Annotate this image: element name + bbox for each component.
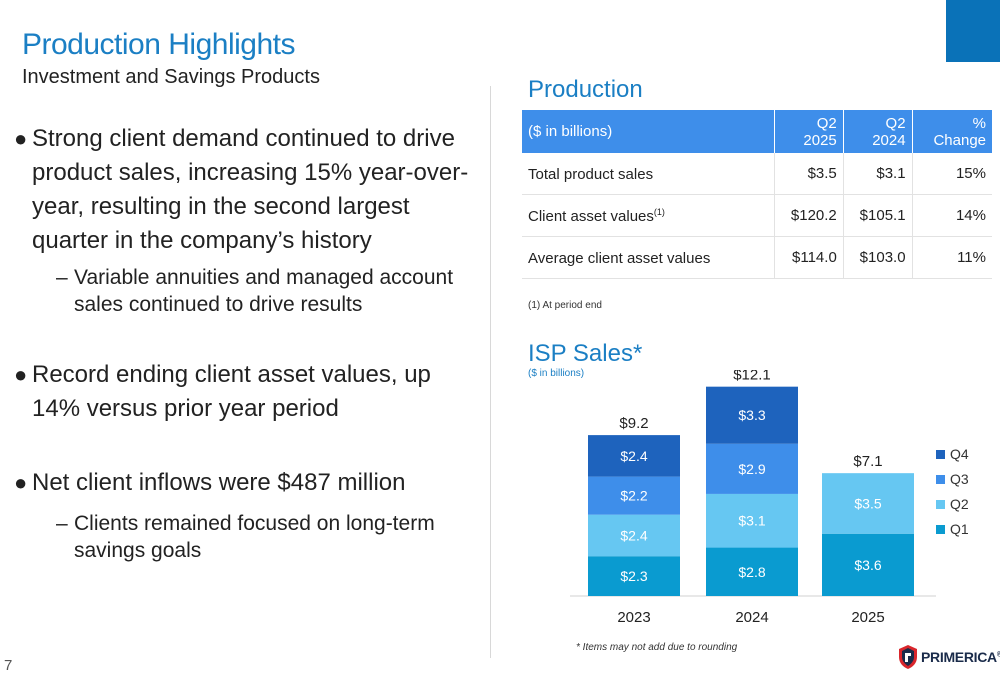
data-label: $3.6 [854,557,881,573]
cell-q2-2024: $105.1 [843,194,913,237]
cell-change: 15% [912,153,992,195]
bar-segment [706,386,798,444]
legend-swatch [936,500,945,509]
bar-segment [706,493,798,548]
sub-bullet-text: Clients remained focused on long-term sa… [74,512,435,562]
page-title: Production Highlights [22,28,296,61]
chart-note: * Items may not add due to rounding [576,642,738,653]
x-tick-label: 2025 [851,609,884,626]
isp-sales-chart: $2.3 $2.4 $2.2 $2.4 $9.2 2023 $2.8 $3.1 $2.9 $3.3… [570,370,969,626]
sub-bullet-item: – Clients remained focused on long-term … [56,510,496,564]
total-label: $12.1 [733,370,771,384]
bar-segment [822,473,914,534]
cell-q2-2025: $120.2 [774,194,844,237]
sub-bullet-text: Variable annuities and managed account s… [74,266,454,316]
table-row: Average client asset values $114.0 $103.… [522,236,992,279]
column-header: Q2 2025 [774,110,844,153]
column-header: Q2 2024 [843,110,913,153]
bar-segment [706,547,798,596]
data-label: $3.3 [738,407,765,423]
page-subtitle: Investment and Savings Products [22,66,320,88]
cell-q2-2024: $3.1 [843,153,913,195]
data-label: $2.4 [620,448,647,464]
row-label: Total product sales [522,153,775,195]
legend-swatch [936,525,945,534]
total-label: $9.2 [619,415,648,432]
bar-segment [822,533,914,596]
chart-title: ISP Sales* [528,340,643,367]
cell-change: 14% [912,194,992,237]
bar-segment [706,443,798,494]
sub-bullet-item: – Variable annuities and managed account… [56,264,496,318]
bullet-dot-icon: ● [14,126,28,151]
dash-icon: – [56,266,68,289]
bullet-item: ● Net client inflows were $487 million [14,466,484,500]
corner-accent-block [946,0,1000,62]
data-label: $2.3 [620,568,647,584]
data-label: $2.4 [620,527,647,543]
cell-q2-2024: $103.0 [843,236,913,279]
bar-segment [588,476,680,515]
production-table: ($ in billions) Q2 2025 Q2 2024 % Change… [522,110,992,279]
table-header-row: ($ in billions) Q2 2025 Q2 2024 % Change [522,110,992,153]
dash-icon: – [56,512,68,535]
legend-label: Q1 [950,521,969,537]
bullet-dot-icon: ● [14,362,28,387]
cell-q2-2025: $3.5 [774,153,844,195]
footnote-marker: (1) [653,206,665,217]
cell-change: 11% [912,236,992,279]
legend-label: Q2 [950,496,969,512]
column-header: % Change [912,110,992,153]
table-footnote: (1) At period end [528,300,602,311]
bullet-text: Record ending client asset values, up 14… [32,361,431,422]
total-label: $7.1 [853,453,882,470]
legend-label: Q4 [950,446,969,462]
production-title: Production [528,76,643,103]
bullet-text: Strong client demand continued to drive … [32,125,469,254]
bar-segment [588,514,680,557]
page-number: 7 [4,657,13,674]
table-row: Total product sales $3.5 $3.1 15% [522,153,992,195]
row-label: Client asset values(1) [522,194,775,237]
primerica-shield-icon [899,645,917,669]
x-tick-label: 2024 [735,609,768,626]
column-divider [490,86,491,658]
cell-q2-2025: $114.0 [774,236,844,279]
data-label: $2.9 [738,461,765,477]
logo-text: PRIMERICA® [921,649,1000,665]
bar-segment [588,435,680,477]
legend-label: Q3 [950,471,969,487]
x-tick-label: 2023 [617,609,650,626]
data-label: $2.2 [620,488,647,504]
data-label: $3.1 [738,513,765,529]
legend-swatch [936,450,945,459]
row-label: Average client asset values [522,236,775,279]
bullet-dot-icon: ● [14,470,28,495]
chart-subtitle: ($ in billions) [528,368,585,379]
data-label: $2.8 [738,564,765,580]
table-row: Client asset values(1) $120.2 $105.1 14% [522,194,992,237]
column-header: ($ in billions) [522,110,775,153]
primerica-logo: PRIMERICA® [897,644,1000,670]
bullet-text: Net client inflows were $487 million [32,469,406,496]
data-label: $3.5 [854,495,881,511]
bar-segment [588,556,680,596]
legend-swatch [936,475,945,484]
bullet-item: ● Strong client demand continued to driv… [14,122,484,258]
bullet-item: ● Record ending client asset values, up … [14,358,484,426]
